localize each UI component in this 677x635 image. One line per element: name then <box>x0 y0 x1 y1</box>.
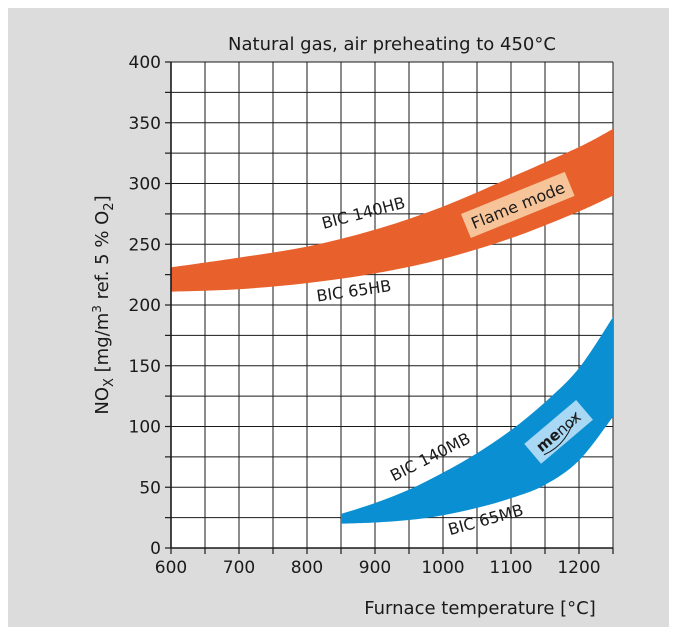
x-axis-label: Furnace temperature [°C] <box>364 598 595 619</box>
x-tick-label: 1000 <box>421 558 464 578</box>
menox-swoosh-icon <box>543 411 577 456</box>
y-tick-label: 400 <box>129 53 161 73</box>
chart-panel: 600 700 800 900 1000 1100 1200 0 50 100 150 200 250 3… <box>8 8 669 627</box>
x-tick-label: 800 <box>291 558 323 578</box>
y-tick-label: 100 <box>129 418 161 438</box>
x-tick-label: 900 <box>359 558 391 578</box>
x-tick-label: 1100 <box>489 558 532 578</box>
x-tick-label: 1200 <box>557 558 600 578</box>
nox-chart: 600 700 800 900 1000 1100 1200 0 50 100 150 200 250 3… <box>90 34 614 619</box>
y-tick-label: 50 <box>139 478 161 498</box>
flame-mode-tag-bg <box>461 171 575 239</box>
y-axis-label: NOX [mg/m3 ref. 5 % O2] <box>90 195 117 414</box>
x-tick-label: 600 <box>155 558 187 578</box>
y-tick-label: 250 <box>129 235 161 255</box>
chart-title: Natural gas, air preheating to 450°C <box>228 34 556 55</box>
ticks: 600 700 800 900 1000 1100 1200 0 50 100 150 200 250 3… <box>129 53 614 578</box>
y-tick-label: 200 <box>129 296 161 316</box>
x-tick-label: 700 <box>223 558 255 578</box>
menox-tag-bg <box>524 399 593 464</box>
y-tick-label: 150 <box>129 357 161 377</box>
y-tick-label: 0 <box>150 539 161 559</box>
menox-band <box>341 317 613 524</box>
y-tick-label: 300 <box>129 175 161 195</box>
y-tick-label: 350 <box>129 114 161 134</box>
